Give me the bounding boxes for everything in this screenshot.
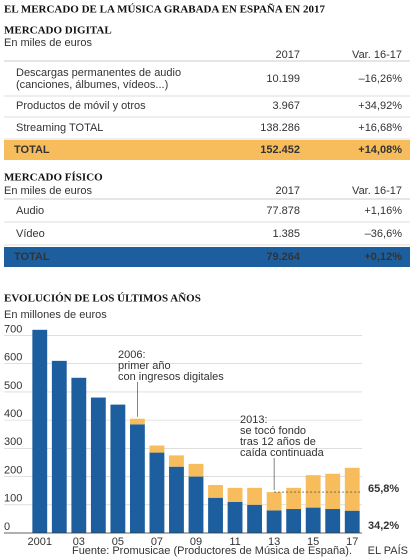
annotation: 2006: [118, 349, 146, 361]
total-value: 79.264 [266, 251, 301, 263]
bar-segment [325, 509, 341, 533]
row-label: Productos de móvil y otros [16, 100, 146, 112]
row-label: Streaming TOTAL [16, 122, 103, 134]
bar-segment [51, 360, 67, 533]
bar-segment [90, 397, 106, 533]
chart-subtitle: En millones de euros [4, 309, 107, 321]
y-tick-label: 400 [4, 408, 22, 420]
chart-title: EVOLUCIÓN DE LOS ÚLTIMOS AÑOS [4, 293, 201, 305]
row-change: +1,16% [364, 205, 402, 217]
y-tick-label: 700 [4, 323, 22, 335]
x-tick-label: 17 [346, 536, 358, 548]
row-value: 1.385 [272, 228, 300, 240]
x-tick-label: 13 [268, 536, 280, 548]
annotation: tras 12 años de [240, 436, 316, 448]
annotation: se tocó fondo [240, 425, 306, 437]
bar-segment [149, 452, 165, 533]
x-tick-label: 11 [229, 536, 240, 548]
share-label: 65,8% [368, 483, 399, 495]
bar-segment [325, 473, 341, 510]
share-label: 34,2% [368, 520, 399, 532]
page-title: EL MERCADO DE LA MÚSICA GRABADA EN ESPAÑ… [4, 4, 325, 16]
total-change: +0,12% [364, 251, 402, 263]
annotation: caída continuada [240, 447, 325, 459]
total-row [4, 247, 410, 267]
total-value: 152.452 [260, 144, 300, 156]
bar-segment [286, 487, 302, 510]
bar-segment [227, 487, 243, 502]
bar-segment [266, 492, 282, 511]
y-tick-label: 600 [4, 352, 22, 364]
column-header: Var. 16-17 [352, 49, 402, 61]
bar-segment [344, 510, 360, 533]
credit: EL PAÍS [368, 544, 408, 557]
annotation: primer año [118, 360, 171, 372]
row-change: –36,6% [365, 228, 403, 240]
x-tick-label: 03 [73, 536, 85, 548]
section-subtitle: En miles de euros [4, 185, 93, 197]
row-label: Vídeo [16, 228, 45, 240]
row-label: (canciones, álbumes, vídeos...) [16, 79, 168, 91]
section-title: MERCADO FÍSICO [4, 172, 103, 184]
row-value: 3.967 [272, 100, 300, 112]
bar-segment [344, 467, 360, 511]
y-tick-label: 100 [4, 493, 22, 505]
bar-segment [208, 497, 223, 533]
bar-segment [188, 476, 204, 533]
x-tick-label: 15 [307, 536, 319, 548]
bar-segment [227, 501, 243, 533]
bar-segment [247, 504, 263, 533]
bar-segment [286, 509, 302, 533]
bar-segment [129, 424, 145, 533]
section-title: MERCADO DIGITAL [4, 25, 112, 37]
row-value: 138.286 [260, 122, 300, 134]
y-tick-label: 0 [4, 521, 10, 533]
y-tick-label: 200 [4, 464, 22, 476]
bar-segment [32, 329, 48, 533]
bar-segment [305, 475, 321, 508]
bar-segment [169, 466, 184, 533]
row-change: –16,26% [359, 73, 403, 85]
source: Fuente: Promusicae (Productores de Músic… [72, 545, 352, 557]
x-tick-label: 2001 [28, 536, 52, 548]
bar-segment [188, 463, 204, 477]
bar-segment [266, 510, 282, 533]
row-label: Audio [16, 205, 44, 217]
bar-segment [208, 485, 223, 498]
y-tick-label: 500 [4, 380, 22, 392]
annotation: 2013: [240, 414, 268, 426]
column-header: 2017 [276, 185, 300, 197]
bar-segment [247, 487, 263, 505]
section-subtitle: En miles de euros [4, 37, 93, 49]
x-tick-label: 07 [151, 536, 163, 548]
x-tick-label: 05 [112, 536, 124, 548]
row-change: +34,92% [358, 100, 402, 112]
row-change: +16,68% [358, 122, 402, 134]
bar-segment [129, 418, 145, 425]
column-header: 2017 [276, 49, 300, 61]
annotation: con ingresos digitales [118, 371, 224, 383]
row-value: 10.199 [266, 73, 300, 85]
row-label: Descargas permanentes de audio [16, 67, 181, 79]
total-label: TOTAL [14, 251, 50, 263]
bar-segment [110, 404, 126, 533]
bar-segment [149, 445, 165, 453]
bar-segment [169, 455, 184, 467]
total-change: +14,08% [358, 144, 402, 156]
column-header: Var. 16-17 [352, 185, 402, 197]
bar-segment [71, 377, 87, 533]
total-label: TOTAL [14, 144, 50, 156]
row-value: 77.878 [266, 205, 300, 217]
x-tick-label: 09 [190, 536, 202, 548]
y-tick-label: 300 [4, 436, 22, 448]
total-row [4, 140, 410, 160]
bar-segment [305, 507, 321, 533]
